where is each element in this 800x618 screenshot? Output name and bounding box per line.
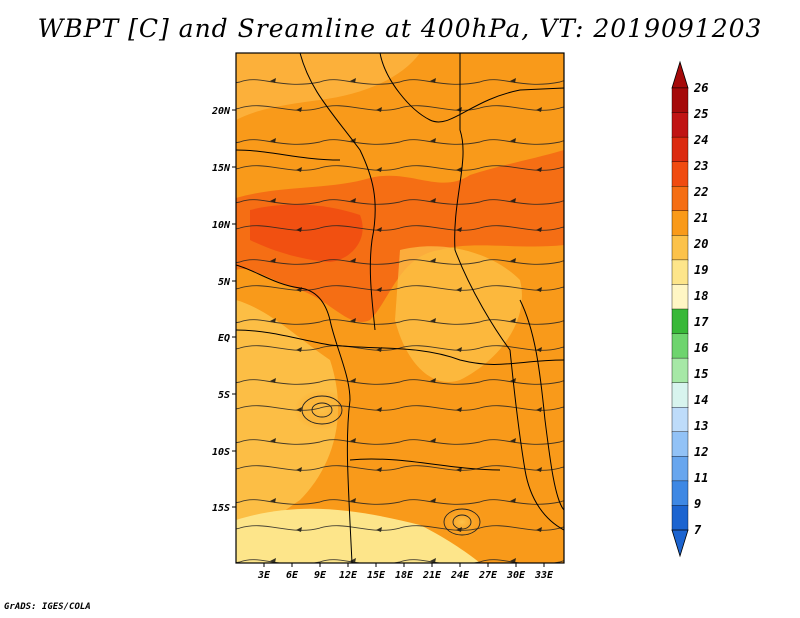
lat-label: 15N	[212, 163, 231, 174]
colorbar-cell	[671, 357, 689, 384]
colorbar-label: 20	[693, 237, 708, 251]
colorbar-cell	[671, 259, 689, 286]
colorbar-label: 15	[694, 367, 708, 381]
colorbar-label: 22	[693, 185, 708, 199]
lon-label: 12E	[339, 570, 358, 581]
map-frame	[235, 52, 565, 564]
lon-label: 15E	[367, 570, 386, 581]
lon-label: 27E	[478, 570, 498, 581]
colorbar-cell	[671, 284, 689, 310]
colorbar-cell	[671, 235, 689, 261]
colorbar-label: 21	[693, 211, 708, 225]
colorbar-label: 14	[694, 393, 708, 407]
colorbar-cell	[671, 456, 689, 482]
chart-title: WBPT [C] and Sreamline at 400hPa, VT: 20…	[37, 14, 763, 43]
colorbar-label: 11	[694, 471, 708, 485]
lon-label: 18E	[395, 570, 414, 581]
lat-label: 20N	[211, 106, 231, 117]
colorbar-label: 25	[693, 107, 708, 121]
colorbar-label: 19	[694, 263, 708, 277]
lat-axis: 20N 15N 10N 5N EQ 5S 10S 15S	[211, 106, 236, 514]
colorbar-cell	[671, 505, 689, 531]
colorbar-label: 24	[693, 133, 708, 147]
lon-label: 33E	[534, 570, 554, 581]
lon-label: 3E	[257, 570, 271, 581]
country-borders	[235, 52, 565, 564]
colorbar-cell	[671, 186, 689, 212]
colorbar-label: 18	[694, 289, 708, 303]
lat-label: 10S	[212, 447, 230, 458]
lat-label: 10N	[212, 220, 231, 231]
colorbar-cell	[671, 161, 689, 187]
colorbar: 26 25 24 23 22 21 20 19 18 17 16 15 14 1…	[671, 60, 709, 558]
lon-label: 30E	[506, 570, 526, 581]
colorbar-cell	[671, 480, 689, 507]
colorbar-bottom-arrow	[671, 529, 689, 558]
lat-label: 15S	[212, 503, 230, 514]
colorbar-cell	[671, 333, 689, 359]
colorbar-cell	[671, 407, 689, 433]
vortex-streamlines	[301, 395, 481, 536]
colorbar-cell	[671, 431, 689, 458]
colorbar-cell	[671, 136, 689, 163]
colorbar-top-arrow	[671, 60, 689, 89]
lat-label: EQ	[218, 333, 230, 344]
colorbar-cell	[671, 382, 689, 408]
colorbar-label: 16	[694, 341, 708, 355]
colorbar-label: 13	[694, 419, 708, 433]
colorbar-cell	[671, 87, 689, 114]
colorbar-cell	[671, 210, 689, 237]
colorbar-label: 12	[694, 445, 708, 459]
colorbar-cell	[671, 308, 689, 335]
lat-label: 5N	[218, 277, 231, 288]
lon-label: 24E	[450, 570, 470, 581]
colorbar-label: 7	[694, 523, 702, 537]
colorbar-label: 23	[693, 159, 708, 173]
colorbar-label: 26	[693, 81, 708, 95]
grads-credit: GrADS: IGES/COLA	[4, 602, 91, 612]
lon-axis: 3E 6E 9E 12E 15E 18E 21E 24E 27E 30E 33E	[257, 563, 554, 581]
lon-label: 6E	[286, 570, 299, 581]
colorbar-cell	[671, 112, 689, 138]
streamlines	[236, 53, 564, 563]
lon-label: 9E	[314, 570, 327, 581]
lat-label: 5S	[218, 390, 230, 401]
colorbar-label: 9	[694, 497, 701, 511]
colorbar-label: 17	[694, 315, 709, 329]
lon-label: 21E	[422, 570, 442, 581]
map-panel	[235, 52, 565, 564]
